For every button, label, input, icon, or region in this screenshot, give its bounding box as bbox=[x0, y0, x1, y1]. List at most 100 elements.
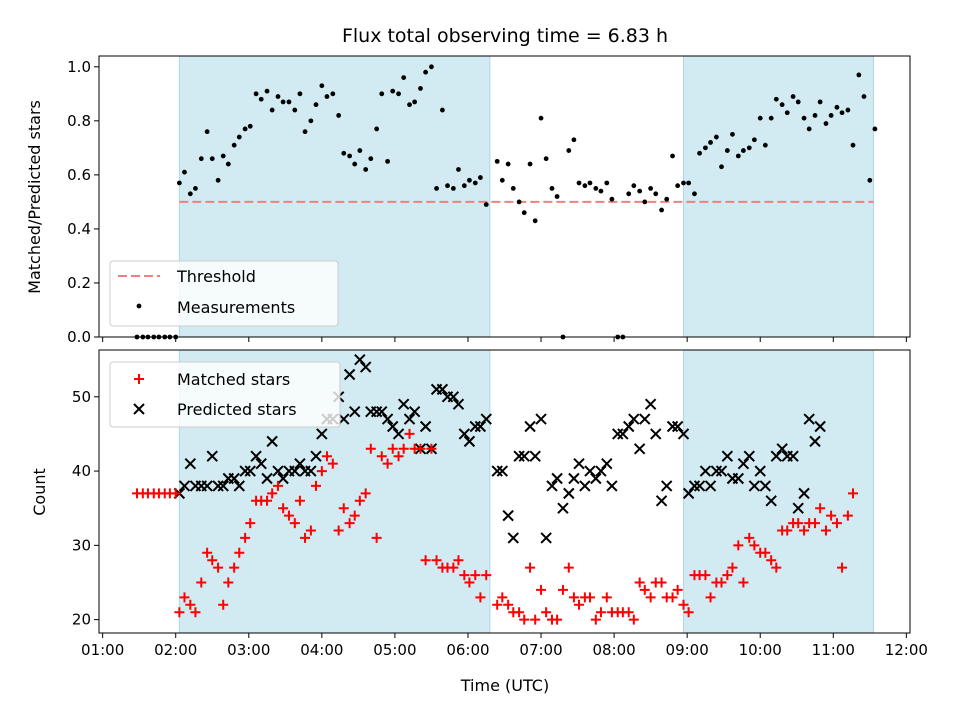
bottom-plot-frame bbox=[98, 349, 911, 634]
measurement-point bbox=[292, 107, 298, 113]
matched-point bbox=[179, 592, 190, 603]
matched-point bbox=[305, 525, 316, 536]
legend-threshold-label: Threshold bbox=[176, 267, 256, 286]
bottom-legend: Matched stars Predicted stars bbox=[109, 361, 341, 428]
y-tick-label: 0.0 bbox=[67, 328, 91, 346]
measurement-point bbox=[735, 153, 741, 159]
measurement-point bbox=[423, 69, 428, 75]
measurement-point bbox=[204, 129, 210, 135]
measurement-point bbox=[434, 185, 439, 191]
predicted-point bbox=[710, 465, 723, 477]
predicted-point bbox=[655, 495, 668, 507]
predicted-point bbox=[776, 443, 788, 455]
measurement-point bbox=[823, 121, 829, 126]
predicted-point bbox=[239, 465, 251, 477]
matched-point bbox=[354, 495, 365, 506]
predicted-point bbox=[721, 450, 734, 462]
x-axis-label: Time (UTC) bbox=[460, 676, 549, 695]
matched-point bbox=[365, 443, 376, 454]
bottom-y-axis-label: Count bbox=[30, 468, 49, 516]
measurement-point bbox=[593, 185, 599, 191]
measurement-point bbox=[768, 115, 774, 121]
measurement-point bbox=[762, 142, 768, 148]
measurement-point bbox=[587, 180, 593, 186]
y-tick-label: 1.0 bbox=[67, 58, 91, 76]
measurement-point bbox=[363, 167, 369, 172]
predicted-point bbox=[261, 472, 273, 485]
predicted-point bbox=[529, 450, 541, 462]
matched-point bbox=[552, 614, 563, 625]
legend-box bbox=[109, 260, 339, 327]
measurement-point bbox=[374, 126, 380, 132]
y-tick-label: 20 bbox=[72, 611, 91, 629]
measurement-point bbox=[834, 104, 840, 110]
measurement-point bbox=[401, 75, 407, 81]
x-tick-label: 11:00 bbox=[812, 641, 855, 659]
matched-point bbox=[716, 577, 727, 588]
matched-point bbox=[321, 451, 332, 462]
predicted-point bbox=[419, 420, 432, 433]
measurement-point bbox=[708, 140, 713, 145]
measurement-point bbox=[198, 156, 204, 162]
predicted-point bbox=[277, 472, 289, 485]
predicted-point bbox=[436, 383, 449, 396]
top-legend: Threshold Measurements bbox=[109, 260, 339, 327]
matched-point bbox=[371, 532, 382, 543]
predicted-point bbox=[535, 413, 547, 425]
matched-point bbox=[536, 584, 547, 595]
bottom-y-axis: 20 30 40 50 bbox=[72, 388, 99, 629]
x-tick-label: 05:00 bbox=[373, 641, 416, 659]
matched-point bbox=[170, 488, 181, 499]
measurement-point bbox=[280, 99, 286, 105]
matched-point bbox=[223, 577, 234, 588]
predicted-point bbox=[480, 413, 492, 425]
matched-point bbox=[700, 570, 711, 581]
predicted-point bbox=[814, 420, 826, 433]
predicted-point bbox=[622, 420, 635, 433]
measurement-point bbox=[253, 91, 259, 97]
measurement-point bbox=[467, 177, 472, 183]
predicted-point bbox=[715, 465, 728, 477]
predicted-point bbox=[563, 487, 575, 500]
matched-point bbox=[771, 562, 782, 573]
matched-point bbox=[316, 466, 327, 477]
matched-point bbox=[278, 503, 289, 514]
measurement-point bbox=[686, 180, 692, 186]
predicted-point bbox=[518, 450, 530, 462]
matched-point bbox=[338, 503, 349, 514]
measurement-point bbox=[225, 161, 231, 167]
measurement-point bbox=[675, 183, 681, 189]
measurement-point bbox=[703, 145, 708, 151]
measurement-point bbox=[867, 177, 873, 183]
matched-point bbox=[174, 607, 185, 618]
predicted-point bbox=[682, 487, 695, 500]
measurement-point bbox=[543, 156, 549, 162]
matched-point bbox=[557, 584, 568, 595]
predicted-point bbox=[469, 420, 481, 433]
legend-measurement-swatch bbox=[136, 303, 142, 309]
measurement-point bbox=[697, 150, 702, 156]
predicted-point bbox=[513, 450, 525, 462]
predicted-point bbox=[447, 391, 460, 403]
matched-point bbox=[810, 518, 821, 529]
predicted-point bbox=[359, 361, 372, 373]
measurement-point bbox=[499, 177, 505, 183]
matched-point bbox=[815, 503, 826, 514]
measurement-point bbox=[182, 169, 187, 175]
matched-point bbox=[541, 607, 552, 618]
legend-box bbox=[109, 361, 341, 428]
measurement-point bbox=[571, 137, 577, 143]
predicted-point bbox=[759, 480, 772, 492]
matched-point bbox=[431, 555, 442, 566]
measurement-point bbox=[336, 113, 342, 118]
matched-point bbox=[497, 592, 508, 603]
measurement-point bbox=[626, 191, 632, 197]
legend-predicted-label: Predicted stars bbox=[177, 400, 297, 419]
matched-point bbox=[333, 525, 344, 536]
predicted-point bbox=[601, 457, 613, 470]
predicted-point bbox=[568, 472, 580, 485]
predicted-point bbox=[381, 413, 394, 425]
y-tick-label: 30 bbox=[72, 536, 91, 554]
predicted-point bbox=[639, 413, 651, 425]
